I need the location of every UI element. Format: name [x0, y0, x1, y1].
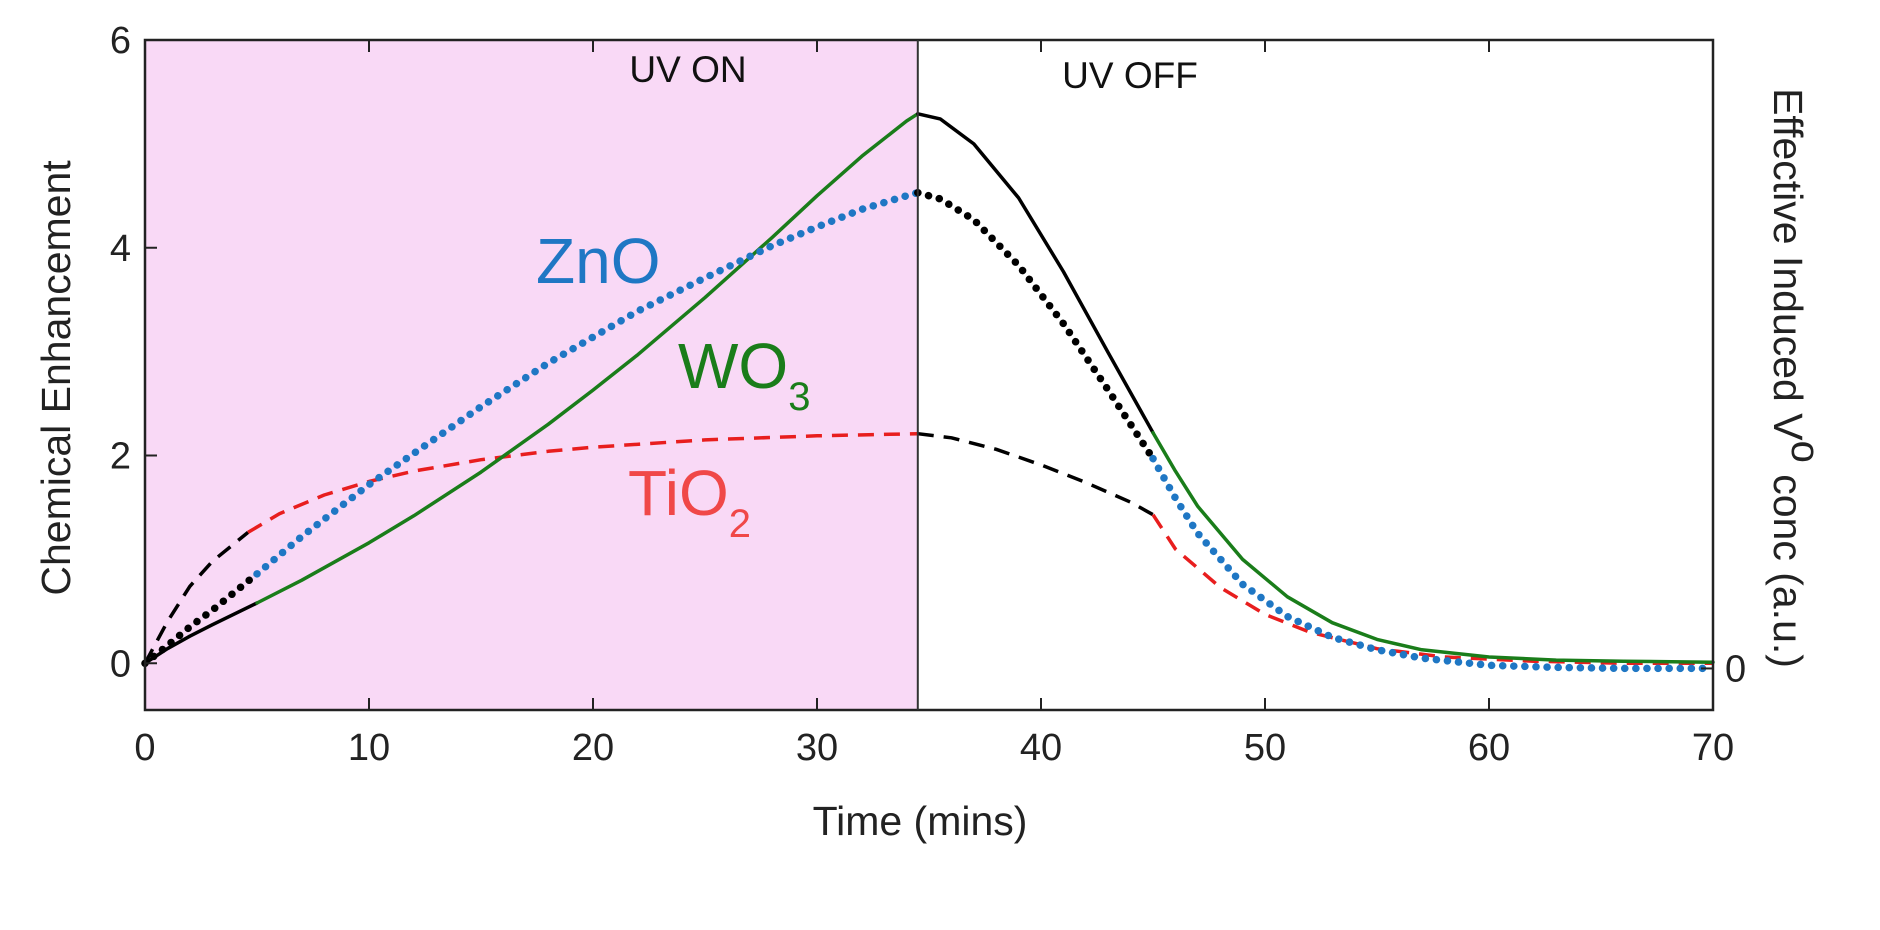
wo3-label-subscript: 3: [788, 375, 810, 419]
wo3-series-line-uv-on: [255, 112, 920, 605]
tio2-series-line-uv-off-late: [1151, 513, 1713, 666]
zno-series-label: ZnO: [536, 225, 660, 297]
y-tick-label: 4: [110, 228, 131, 270]
region-uv-off-shade: [917, 40, 1713, 710]
y2-axis-title-main: Effective Induced V: [1765, 88, 1811, 441]
series-layer: [141, 112, 1717, 673]
y-tick-label: 2: [110, 436, 131, 478]
x-tick-label: 60: [1468, 727, 1510, 769]
wo3-series-label: WO3: [678, 330, 810, 419]
x-tick-label: 10: [348, 727, 390, 769]
region-uv-on-shade: [145, 40, 918, 710]
wo3-series-line-uv-off-late: [1151, 430, 1715, 664]
zno-series-line-uv-on: [253, 188, 922, 578]
tio2-series-line-early: [143, 531, 250, 665]
wo3-label-main: WO: [678, 330, 788, 402]
y2-axis-title-subscript: o: [1783, 441, 1827, 463]
y2-tick-label: 0: [1725, 648, 1746, 690]
x-tick-label: 40: [1020, 727, 1062, 769]
uv-on-label: UV ON: [629, 49, 746, 90]
y2-axis-title: Effective Induced Vo conc (a.u.): [1765, 88, 1827, 668]
x-tick-label: 70: [1692, 727, 1734, 769]
y-tick-label: 0: [110, 643, 131, 685]
wo3-series-line-early: [143, 601, 259, 666]
y-axis-title: Chemical Enhancement: [33, 160, 79, 596]
x-axis-title: Time (mins): [813, 798, 1028, 844]
regions-layer: [145, 40, 1713, 710]
x-tick-label: 0: [134, 727, 155, 769]
zno-series-line-uv-off-late: [1149, 454, 1717, 673]
y2-axis-title-end: conc (a.u.): [1765, 463, 1811, 668]
wo3-series-line-uv-off-early: [916, 112, 1155, 435]
tio2-series-line-uv-on: [247, 431, 918, 534]
tio2-label-main: TiO: [628, 457, 729, 529]
tio2-label-subscript: 2: [729, 502, 751, 546]
tio2-series-label: TiO2: [628, 457, 751, 546]
zno-series-line-uv-off-early: [914, 188, 1157, 463]
x-tick-label: 20: [572, 727, 614, 769]
x-tick-label: 50: [1244, 727, 1286, 769]
tio2-series-line-uv-off-early: [917, 431, 1154, 517]
plot-frame: [143, 38, 1715, 712]
uv-off-label: UV OFF: [1062, 55, 1198, 96]
y-tick-label: 6: [110, 20, 131, 62]
x-tick-label: 30: [796, 727, 838, 769]
zno-series-line-early: [141, 570, 261, 668]
